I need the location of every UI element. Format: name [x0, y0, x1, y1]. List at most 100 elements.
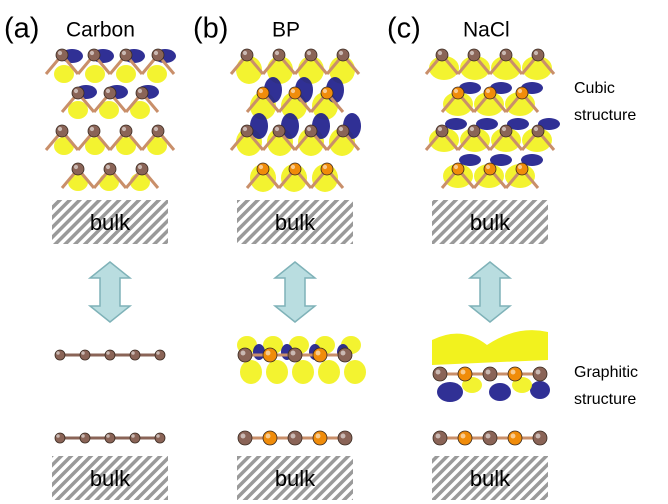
atom-highlight	[105, 88, 111, 94]
atom-highlight	[485, 88, 491, 94]
atom	[129, 432, 141, 444]
atom	[79, 432, 91, 444]
atom	[312, 430, 328, 446]
charge-density	[459, 154, 481, 166]
atom-highlight	[460, 369, 466, 375]
charge-density	[318, 360, 340, 384]
atom	[154, 432, 166, 444]
atom	[103, 86, 117, 100]
atom-highlight	[485, 433, 491, 439]
atom-highlight	[240, 433, 246, 439]
charge-density	[250, 113, 268, 139]
atom	[304, 124, 318, 138]
atom-highlight	[137, 164, 143, 170]
atom-highlight	[274, 126, 280, 132]
charge-density	[530, 381, 550, 399]
bulk-box	[432, 200, 548, 244]
atom	[451, 86, 465, 100]
bulk-box	[237, 456, 353, 500]
atom	[432, 366, 448, 382]
charge-density	[521, 154, 543, 166]
atom-highlight	[501, 50, 507, 56]
atom-highlight	[258, 88, 264, 94]
atom-highlight	[56, 351, 60, 355]
side-label: structure	[574, 107, 636, 124]
atom	[135, 86, 149, 100]
atom-highlight	[106, 434, 110, 438]
atom-highlight	[131, 351, 135, 355]
atom-highlight	[510, 433, 516, 439]
charge-density	[266, 360, 288, 384]
atom-highlight	[121, 50, 127, 56]
atom	[336, 124, 350, 138]
material-name: BP	[272, 19, 300, 42]
charge-density	[489, 383, 511, 401]
atom	[272, 124, 286, 138]
atom-highlight	[81, 434, 85, 438]
atom-highlight	[156, 351, 160, 355]
atom	[336, 48, 350, 62]
atom	[262, 347, 278, 363]
atom-highlight	[131, 434, 135, 438]
atom-highlight	[265, 350, 271, 356]
atom	[55, 48, 69, 62]
atom-highlight	[469, 126, 475, 132]
atom	[54, 349, 66, 361]
charge-density	[507, 118, 529, 130]
atom-highlight	[437, 126, 443, 132]
atom-highlight	[274, 50, 280, 56]
atom-highlight	[89, 50, 95, 56]
atom	[288, 86, 302, 100]
charge-density	[130, 101, 150, 119]
atom	[435, 48, 449, 62]
atom-highlight	[533, 50, 539, 56]
charge-density	[99, 101, 119, 119]
atom-highlight	[533, 126, 539, 132]
atom-highlight	[485, 164, 491, 170]
atom-highlight	[121, 126, 127, 132]
atom	[79, 349, 91, 361]
atom-highlight	[517, 88, 523, 94]
charge-density	[344, 360, 366, 384]
charge-density	[68, 101, 88, 119]
atom	[288, 162, 302, 176]
atom	[287, 347, 303, 363]
charge-density	[443, 92, 473, 116]
charge-density	[250, 164, 276, 192]
atom	[104, 349, 116, 361]
bulk-label: bulk	[90, 210, 131, 235]
atom-highlight	[306, 50, 312, 56]
atom-highlight	[340, 433, 346, 439]
charge-density	[116, 65, 136, 83]
atom	[432, 430, 448, 446]
atom	[507, 430, 523, 446]
atom	[272, 48, 286, 62]
atom	[515, 162, 529, 176]
atom-highlight	[315, 350, 321, 356]
charge-density	[432, 330, 548, 365]
atom	[71, 86, 85, 100]
bulk-box	[432, 456, 548, 500]
atom-highlight	[338, 126, 344, 132]
atom	[312, 347, 328, 363]
charge-density	[281, 113, 299, 139]
atom	[483, 86, 497, 100]
atom	[531, 48, 545, 62]
atom	[435, 124, 449, 138]
charge-density	[68, 173, 88, 191]
atom-highlight	[453, 164, 459, 170]
atom	[451, 162, 465, 176]
atom	[304, 48, 318, 62]
charge-density	[292, 360, 314, 384]
atom	[119, 124, 133, 138]
atom-highlight	[242, 50, 248, 56]
atom	[457, 366, 473, 382]
atom	[54, 432, 66, 444]
atom-highlight	[501, 126, 507, 132]
bulk-label: bulk	[275, 466, 316, 491]
atom	[499, 124, 513, 138]
panel-label: (a)	[4, 13, 39, 45]
atom	[104, 432, 116, 444]
atom	[482, 430, 498, 446]
atom-highlight	[315, 433, 321, 439]
